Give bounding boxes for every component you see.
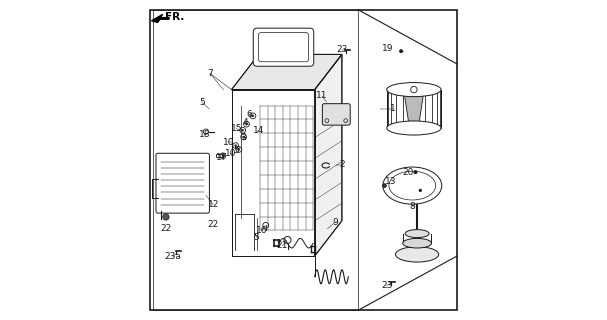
Text: 10: 10 bbox=[223, 138, 234, 147]
Text: 23: 23 bbox=[381, 281, 392, 290]
Text: 9: 9 bbox=[332, 218, 337, 227]
Text: FR.: FR. bbox=[165, 12, 185, 22]
Circle shape bbox=[252, 115, 254, 117]
Ellipse shape bbox=[387, 83, 441, 97]
Text: 22: 22 bbox=[160, 224, 172, 233]
FancyBboxPatch shape bbox=[322, 104, 350, 125]
Text: 5: 5 bbox=[199, 98, 205, 107]
Text: 21: 21 bbox=[277, 241, 288, 250]
Text: 16: 16 bbox=[256, 226, 268, 235]
Circle shape bbox=[382, 184, 387, 188]
Text: 13: 13 bbox=[385, 177, 396, 186]
Text: 23: 23 bbox=[336, 45, 348, 54]
Circle shape bbox=[238, 148, 240, 150]
FancyBboxPatch shape bbox=[259, 33, 308, 62]
Text: 22: 22 bbox=[208, 220, 219, 229]
Polygon shape bbox=[231, 54, 342, 90]
Polygon shape bbox=[231, 90, 314, 256]
FancyBboxPatch shape bbox=[156, 153, 209, 213]
Circle shape bbox=[399, 50, 402, 53]
Circle shape bbox=[243, 136, 245, 138]
Text: 4: 4 bbox=[242, 118, 248, 127]
Text: 3: 3 bbox=[240, 133, 246, 142]
Text: 10: 10 bbox=[225, 149, 236, 158]
Circle shape bbox=[222, 155, 224, 157]
Circle shape bbox=[242, 129, 243, 131]
Circle shape bbox=[419, 189, 422, 192]
Text: 20: 20 bbox=[403, 168, 414, 177]
Ellipse shape bbox=[396, 247, 439, 262]
Ellipse shape bbox=[387, 121, 441, 135]
Text: 5: 5 bbox=[253, 233, 259, 242]
Text: 7: 7 bbox=[207, 69, 213, 78]
Text: 17: 17 bbox=[216, 153, 228, 162]
Ellipse shape bbox=[389, 171, 436, 200]
Circle shape bbox=[163, 214, 169, 220]
Text: 5: 5 bbox=[234, 146, 239, 155]
Text: 2: 2 bbox=[339, 160, 345, 169]
Circle shape bbox=[246, 123, 248, 125]
Polygon shape bbox=[152, 14, 169, 22]
Circle shape bbox=[235, 145, 237, 147]
Text: 19: 19 bbox=[382, 44, 394, 53]
FancyBboxPatch shape bbox=[253, 28, 314, 66]
Polygon shape bbox=[314, 54, 342, 256]
Text: 23a: 23a bbox=[164, 252, 181, 261]
Circle shape bbox=[414, 171, 417, 174]
Text: 11: 11 bbox=[316, 92, 328, 100]
Text: 8: 8 bbox=[410, 202, 415, 211]
Text: 1: 1 bbox=[390, 104, 396, 113]
Ellipse shape bbox=[383, 167, 442, 204]
Text: 15: 15 bbox=[231, 124, 242, 133]
Ellipse shape bbox=[402, 238, 432, 248]
Text: 18: 18 bbox=[199, 130, 211, 139]
Text: 6: 6 bbox=[246, 110, 252, 119]
Text: 12: 12 bbox=[208, 200, 219, 209]
Ellipse shape bbox=[405, 230, 429, 237]
Polygon shape bbox=[404, 90, 424, 125]
Text: 14: 14 bbox=[253, 126, 265, 135]
